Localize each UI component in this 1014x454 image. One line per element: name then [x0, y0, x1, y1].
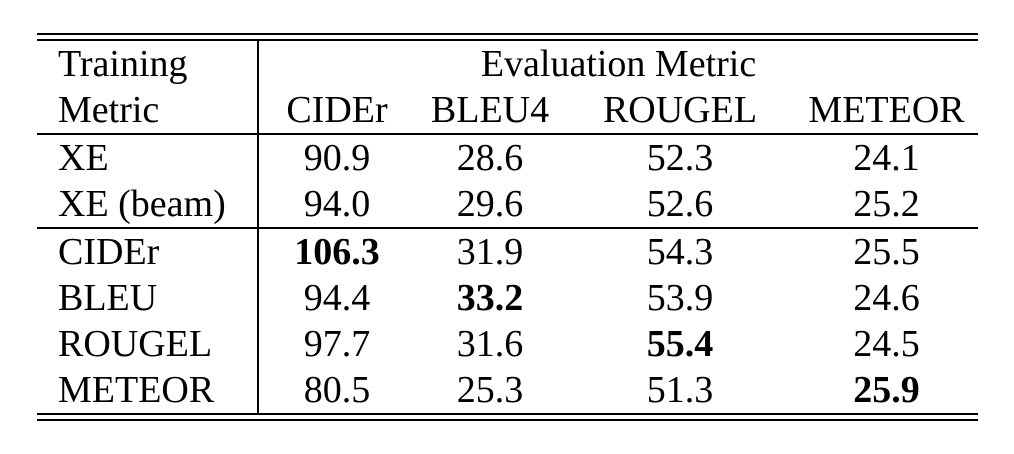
value-cell: 94.4	[303, 277, 371, 319]
table-header: Training Evaluation Metric Metric CIDEr …	[37, 41, 979, 135]
row-label: METEOR	[37, 367, 259, 413]
value-cell: 25.3	[456, 369, 524, 411]
value-cell: 28.6	[456, 137, 524, 179]
header-row-columns: Metric CIDEr BLEU4 ROUGEL METEOR	[37, 87, 979, 135]
rl-trained-rows-group: CIDEr 106.3 31.9 54.3 25.5 BLEU 94.4 33.2 53.9 24…	[37, 228, 978, 413]
header-metric-label: Metric	[37, 87, 259, 135]
table-row: CIDEr 106.3 31.9 54.3 25.5	[37, 228, 978, 275]
bottom-double-rule	[37, 413, 978, 421]
rule-line	[37, 39, 978, 41]
value-cell: 94.0	[258, 181, 415, 229]
xe-rows-group: XE 90.9 28.6 52.3 24.1 XE (beam) 94.0 29.6 52.6 2…	[37, 134, 979, 229]
value-cell: 52.3	[646, 137, 714, 179]
value-cell: 33.2	[456, 277, 524, 319]
value-cell: 24.5	[853, 323, 920, 365]
value-cell: 97.7	[303, 323, 371, 365]
table-row: XE (beam) 94.0 29.6 52.6 25.2	[37, 181, 979, 229]
row-label: XE (beam)	[37, 181, 259, 229]
value-cell: 90.9	[303, 137, 371, 179]
header-col-bleu4: BLEU4	[415, 87, 565, 135]
row-label: CIDEr	[37, 228, 259, 275]
rule-line	[37, 33, 978, 35]
header-training-label: Training	[37, 41, 259, 87]
row-label: BLEU	[37, 275, 259, 321]
value-cell: 25.2	[795, 181, 979, 229]
value-cell: 51.3	[646, 369, 714, 411]
table-row: METEOR 80.5 25.3 51.3 25.9	[37, 367, 978, 413]
table-row: XE 90.9 28.6 52.3 24.1	[37, 134, 978, 181]
table-row: BLEU 94.4 33.2 53.9 24.6	[37, 275, 978, 321]
header-col-cider: CIDEr	[258, 87, 415, 135]
value-cell: 106.3	[294, 231, 380, 273]
value-cell: 24.1	[853, 137, 920, 179]
metrics-table: Training Evaluation Metric Metric CIDEr …	[37, 41, 979, 413]
header-row-group: Training Evaluation Metric	[37, 41, 978, 87]
value-cell: 31.6	[456, 323, 524, 365]
value-cell: 29.6	[415, 181, 565, 229]
top-double-rule	[37, 33, 978, 41]
value-cell: 25.9	[853, 369, 920, 411]
rule-line	[37, 419, 978, 421]
value-cell: 54.3	[646, 231, 714, 273]
value-cell: 80.5	[303, 369, 371, 411]
value-cell: 31.9	[456, 231, 524, 273]
header-col-meteor: METEOR	[795, 87, 979, 135]
value-cell: 24.6	[853, 277, 920, 319]
value-cell: 53.9	[646, 277, 714, 319]
rule-line	[37, 413, 978, 415]
value-cell: 55.4	[646, 323, 714, 365]
value-cell: 25.5	[853, 231, 920, 273]
header-col-rougel: ROUGEL	[565, 87, 795, 135]
row-label: XE	[37, 134, 259, 181]
row-label: ROUGEL	[37, 321, 259, 367]
header-evaluation-metric-label: Evaluation Metric	[480, 43, 757, 85]
value-cell: 52.6	[565, 181, 795, 229]
table-row: ROUGEL 97.7 31.6 55.4 24.5	[37, 321, 978, 367]
results-table-block: Training Evaluation Metric Metric CIDEr …	[37, 33, 979, 421]
